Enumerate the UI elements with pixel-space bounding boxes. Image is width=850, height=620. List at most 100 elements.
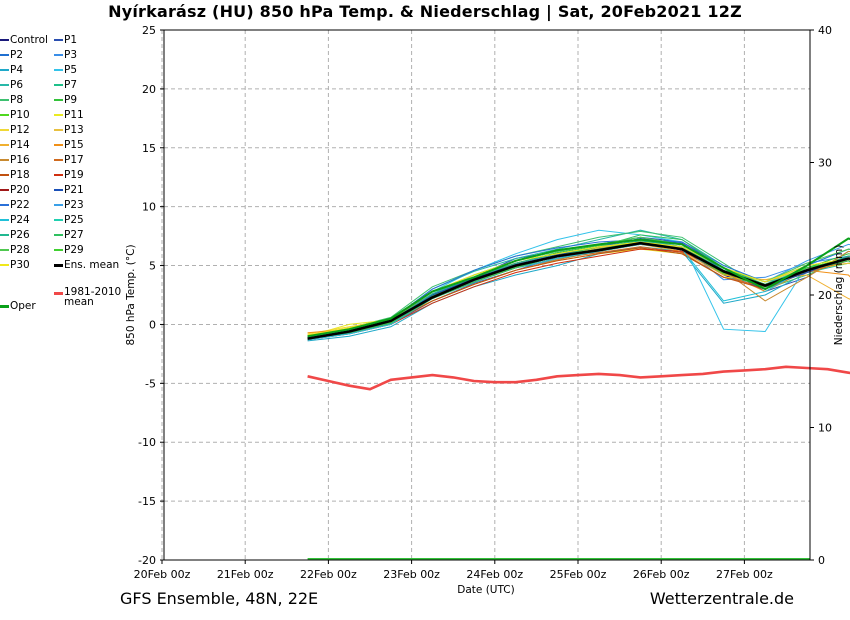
- legend-swatch: [54, 174, 63, 176]
- legend-item: P10: [0, 109, 30, 121]
- y-tick-label: -15: [138, 495, 156, 508]
- legend-label: P19: [64, 169, 84, 181]
- grid: [161, 29, 810, 561]
- legend-label: Ens. mean: [64, 259, 120, 271]
- legend-item: P4: [0, 64, 23, 76]
- legend-swatch: [0, 54, 9, 56]
- legend-swatch: [0, 114, 9, 116]
- legend-swatch: [0, 159, 9, 161]
- legend-item: P28: [0, 244, 30, 256]
- series-line-ens-mean: [307, 241, 850, 340]
- x-tick-label: 20Feb 00z: [134, 568, 191, 581]
- legend-swatch: [0, 264, 9, 266]
- legend-swatch: [54, 39, 63, 41]
- legend-label: P3: [64, 49, 78, 61]
- legend-swatch: [0, 174, 9, 176]
- legend-item: P2: [0, 49, 23, 61]
- member-line-p27: [307, 234, 850, 340]
- y-tick-label: -5: [145, 377, 156, 390]
- legend-item: P8: [0, 94, 23, 106]
- legend-swatch: [0, 189, 9, 191]
- series-line-oper: [307, 237, 850, 338]
- x-tick-label: 27Feb 00z: [716, 568, 773, 581]
- member-line-p14: [307, 243, 850, 336]
- y-tick-label: 20: [142, 83, 156, 96]
- legend-label: P26: [10, 229, 30, 241]
- legend-label: P9: [64, 94, 78, 106]
- y2-tick-label: 0: [818, 554, 825, 567]
- legend-item: P7: [54, 79, 77, 91]
- legend-label: Control: [10, 34, 48, 46]
- legend-swatch: [0, 234, 9, 236]
- legend-label: P6: [10, 79, 24, 91]
- legend-swatch: [0, 84, 9, 86]
- legend-item: P13: [54, 124, 84, 136]
- legend-swatch: [0, 39, 9, 41]
- y-tick-label: 10: [142, 201, 156, 214]
- legend-item: Control: [0, 34, 48, 46]
- legend-item: P14: [0, 139, 30, 151]
- y2-axis-label: Niederschlag (mm): [833, 245, 845, 346]
- legend-item: Oper: [0, 300, 36, 312]
- legend-swatch: [54, 159, 63, 161]
- legend-label: P13: [64, 124, 84, 136]
- legend-label: P14: [10, 139, 30, 151]
- y2-tick-label: 20: [818, 289, 832, 302]
- legend-swatch: [0, 99, 9, 101]
- legend-label: P5: [64, 64, 78, 76]
- legend-item: P23: [54, 199, 84, 211]
- y-tick-label: 15: [142, 142, 156, 155]
- member-line-p22: [307, 239, 850, 337]
- member-line-p9: [307, 239, 850, 338]
- legend-swatch: [54, 99, 63, 101]
- legend-label: P8: [10, 94, 24, 106]
- y-tick-label: 25: [142, 24, 156, 37]
- legend-label: P11: [64, 109, 84, 121]
- legend-label: P30: [10, 259, 30, 271]
- y-tick-label: -20: [138, 554, 156, 567]
- x-tick-label: 21Feb 00z: [217, 568, 274, 581]
- legend-label: P20: [10, 184, 30, 196]
- footer-model-label: GFS Ensemble, 48N, 22E: [120, 589, 319, 608]
- legend-item: P22: [0, 199, 30, 211]
- legend-swatch: [0, 219, 9, 221]
- y2-tick-label: 40: [818, 24, 832, 37]
- legend-label: P15: [64, 139, 84, 151]
- legend-swatch: [54, 129, 63, 131]
- legend-item: P21: [54, 184, 84, 196]
- legend-swatch: [54, 114, 63, 116]
- legend-label: P1: [64, 34, 78, 46]
- legend-item: P16: [0, 154, 30, 166]
- x-tick-label: 23Feb 00z: [383, 568, 440, 581]
- y-tick-label: 0: [149, 318, 156, 331]
- legend-item: P15: [54, 139, 84, 151]
- legend-item: P1: [54, 34, 77, 46]
- axes: 25 20 15 10 5 0 -5 -10 -15 -20 40 30 20 10 0 20Feb 00z 2…: [134, 24, 832, 581]
- legend-swatch: [54, 263, 63, 267]
- legend-label: P27: [64, 229, 84, 241]
- legend-item: Ens. mean: [54, 259, 119, 271]
- footer-source-label: Wetterzentrale.de: [649, 589, 794, 608]
- y-axis-label: 850 hPa Temp. (°C): [125, 244, 137, 345]
- legend-item: P9: [54, 94, 77, 106]
- legend-swatch: [0, 204, 9, 206]
- legend-item: P3: [54, 49, 77, 61]
- legend-item: P12: [0, 124, 30, 136]
- x-tick-label: 25Feb 00z: [550, 568, 607, 581]
- member-line-p1: [307, 236, 850, 337]
- member-line-p26: [307, 240, 850, 338]
- legend-item: P25: [54, 214, 84, 226]
- legend-swatch: [54, 291, 63, 295]
- legend-label: P16: [10, 154, 30, 166]
- legend-swatch: [54, 144, 63, 146]
- series-line-1981-2010-mean: [307, 365, 850, 391]
- legend-label: P23: [64, 199, 84, 211]
- page-title: Nyírkarász (HU) 850 hPa Temp. & Niedersc…: [108, 2, 742, 21]
- legend-item: 1981-2010 mean: [54, 287, 126, 307]
- legend-label: P10: [10, 109, 30, 121]
- legend-item: P30: [0, 259, 30, 271]
- legend-swatch: [0, 129, 9, 131]
- member-line-p18: [307, 247, 850, 340]
- legend-label: P28: [10, 244, 30, 256]
